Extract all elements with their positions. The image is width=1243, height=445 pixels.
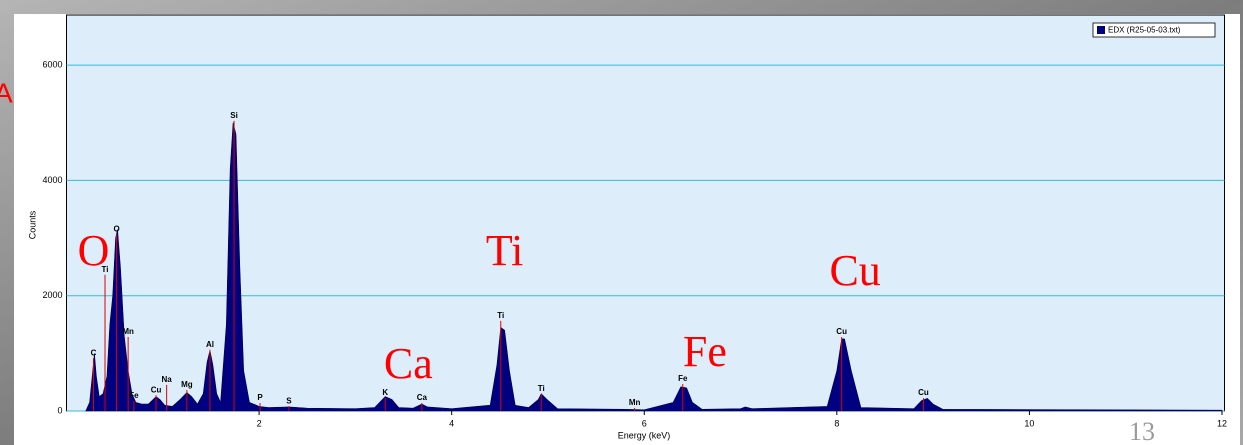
peak-label: Al [206,340,214,349]
y-tick-label: 4000 [42,175,62,185]
chart: A Energy (keV) Counts 13 0 2000 4000 6000 2 4… [0,0,1243,445]
peak-label: Si [230,111,238,120]
peak-label: Ti [538,384,545,393]
peak-label: Ti [497,311,504,320]
peak-label: C [91,348,97,357]
x-tick-label: 2 [257,418,262,428]
peak-label: K [382,388,388,397]
peak-label: Mn [629,398,641,407]
y-tick-label: 2000 [42,290,62,300]
y-tick-label: 0 [57,405,62,415]
peak-label: O [113,225,119,234]
peak-label: Na [162,375,173,384]
page-number: 13 [1129,417,1155,445]
element-annotation: O [78,226,110,275]
legend-label: EDX (R25-05-03.txt) [1108,26,1181,35]
peak-label: Mg [181,380,193,389]
page: A Energy (keV) Counts 13 0 2000 4000 6000 2 4… [0,0,1243,445]
element-annotation: Cu [829,246,880,295]
peak-label: Ca [417,393,428,402]
x-tick-label: 8 [834,418,839,428]
peak-label: Mn [122,327,134,336]
element-annotation: Ca [384,339,433,388]
peak-label: P [257,393,263,402]
x-tick-label: 4 [449,418,454,428]
y-axis-label: Counts [27,210,37,239]
element-annotation: Ti [486,226,524,275]
peak-label: Cu [151,385,162,394]
peak-label: Cu [918,388,929,397]
element-annotation: Fe [683,327,727,376]
legend-swatch [1097,26,1105,34]
x-axis-label: Energy (keV) [618,430,671,440]
peak-label: Cu [836,327,847,336]
x-tick-label: 6 [642,418,647,428]
y-tick-label: 6000 [42,60,62,70]
peak-label: S [286,396,292,405]
side-mark: A [0,77,13,108]
peak-label: Fe [129,391,139,400]
x-tick-label: 10 [1024,418,1034,428]
x-tick-label: 12 [1217,418,1227,428]
